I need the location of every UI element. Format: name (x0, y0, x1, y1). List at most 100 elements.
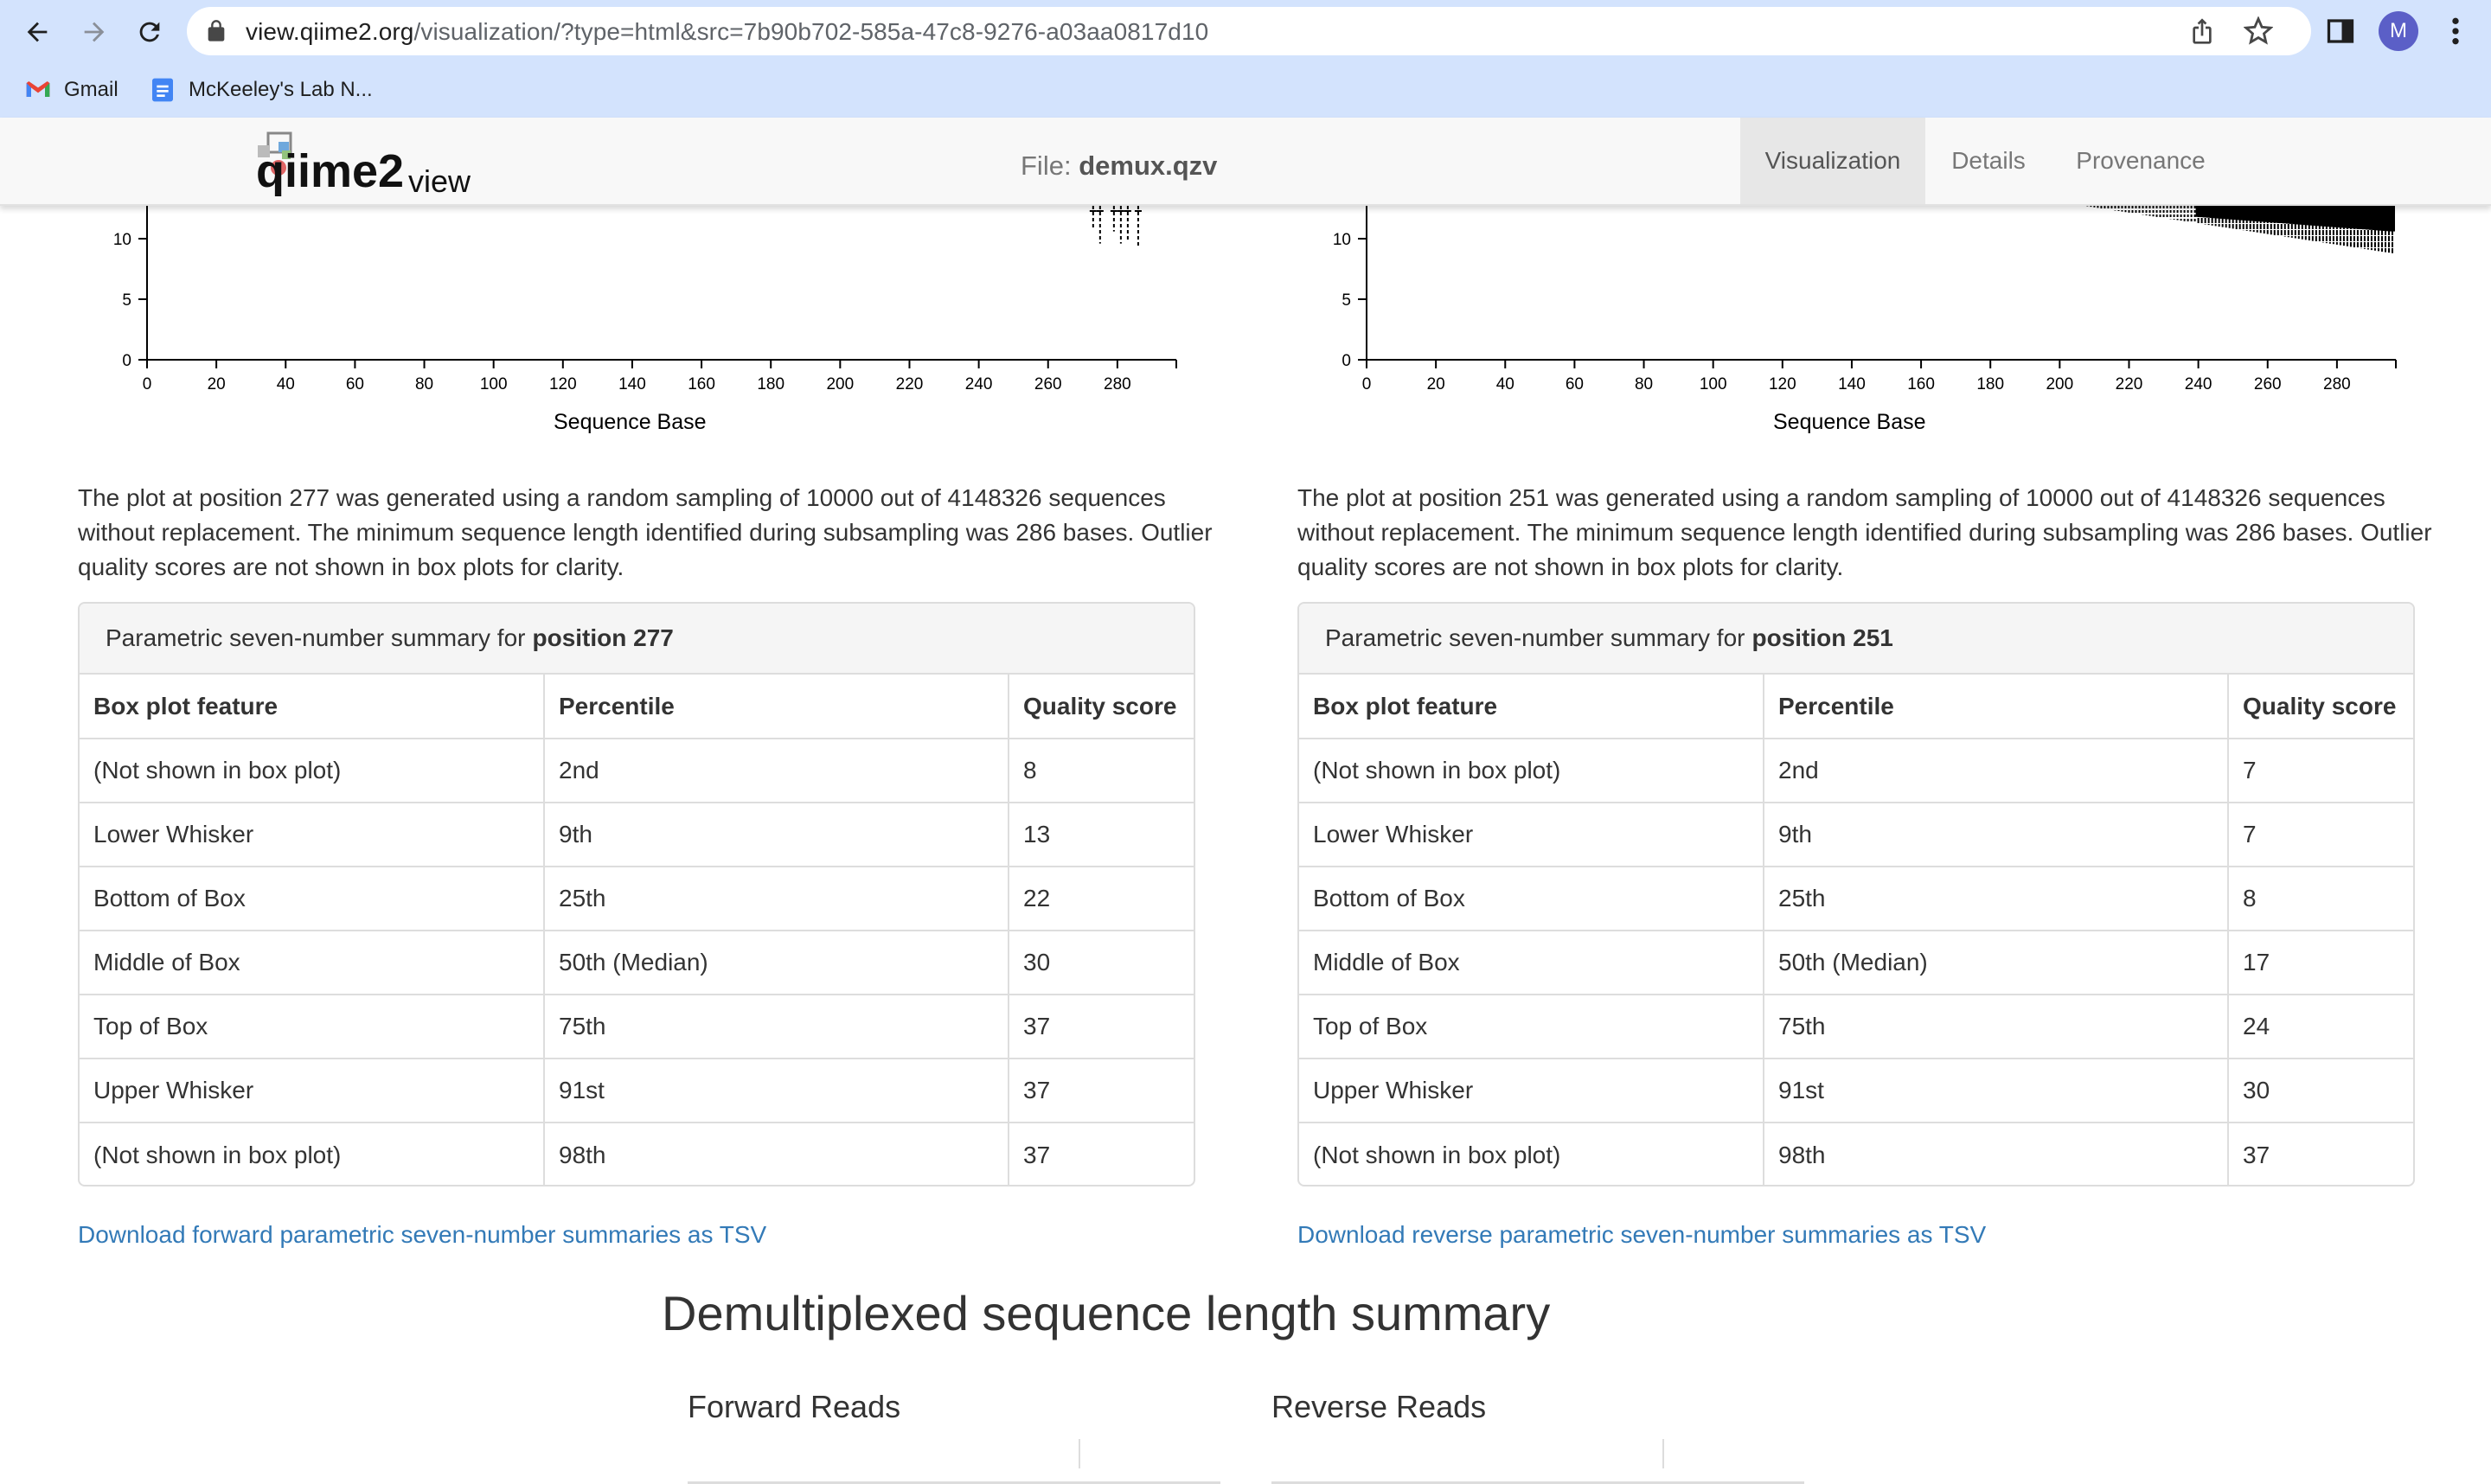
box-body (2209, 206, 2215, 218)
x-tick-label: 180 (757, 375, 784, 393)
tab-visualization-label: Visualization (1764, 147, 1901, 174)
x-tick-label: 280 (1104, 375, 1131, 393)
table-row: (Not shown in box plot) 2nd 8 (80, 738, 1194, 803)
x-tick-label: 0 (1362, 375, 1372, 393)
table-row: Middle of Box 50th (Median) 17 (1299, 930, 2413, 995)
length-summary-title: Demultiplexed sequence length summary (662, 1286, 1551, 1340)
x-tick-label: 140 (618, 375, 646, 393)
x-tick-label: 200 (2046, 375, 2073, 393)
box-body (2385, 206, 2392, 232)
box-body (2271, 206, 2277, 223)
box-body (2223, 206, 2229, 220)
url-text[interactable]: view.qiime2.org/visualization/?type=html… (246, 18, 1208, 46)
x-tick-label: 160 (688, 375, 715, 393)
x-tick-label: 200 (826, 375, 854, 393)
cell-percentile: 50th (Median) (543, 930, 1009, 995)
box-body (2282, 206, 2288, 224)
bookmark-lab-notes-label: McKeeley's Lab N... (189, 78, 373, 101)
side-panel-icon[interactable] (2325, 16, 2356, 47)
site-header: qiime2 view File: demux.qzv Visualizatio… (0, 118, 2491, 206)
header-percentile: Percentile (1763, 675, 2228, 739)
bookmark-lab-notes[interactable]: McKeeley's Lab N... (149, 73, 373, 107)
forward-reads-title: Forward Reads (688, 1389, 901, 1424)
x-tick-label: 160 (1907, 375, 1935, 393)
forward-plot-xlabel: Sequence Base (554, 410, 707, 434)
box-body (2212, 206, 2219, 219)
download-reverse-tsv-link[interactable]: Download reverse parametric seven-number… (1297, 1221, 1987, 1248)
forward-plot-svg: 0 20 40 60 80 100 120 140 160 180 200 220 240 260 280 0… (113, 206, 1177, 393)
x-tick-label: 40 (277, 375, 295, 393)
box-body (2306, 206, 2312, 226)
box-body (2240, 206, 2246, 221)
bookmark-gmail[interactable]: Gmail (24, 73, 118, 107)
lock-icon[interactable] (204, 19, 228, 43)
forward-reads-table (688, 1439, 1220, 1484)
cell-feature: Top of Box (80, 994, 544, 1059)
more-menu-icon[interactable] (2443, 14, 2469, 48)
tab-details[interactable]: Details (1925, 118, 2052, 204)
box-body (2261, 206, 2267, 222)
reverse-reads-title: Reverse Reads (1271, 1389, 1487, 1424)
download-forward-tsv-link[interactable]: Download forward parametric seven-number… (78, 1221, 767, 1248)
logo-main-text: qiime2 (256, 145, 404, 197)
box-body (2379, 206, 2385, 231)
box-body (2299, 206, 2305, 225)
cell-quality-score: 37 (1008, 1058, 1194, 1123)
back-button[interactable] (17, 12, 57, 52)
box-body (2337, 206, 2343, 228)
box-body (2368, 206, 2374, 230)
box-body (2268, 206, 2274, 223)
table-row: Lower Whisker 9th 13 (80, 802, 1194, 867)
x-tick-label: 80 (1635, 375, 1653, 393)
header-quality-score: Quality score (1008, 675, 1194, 739)
tab-visualization[interactable]: Visualization (1740, 118, 1925, 204)
url-path: /visualization/?type=html&src=7b90b702-5… (413, 18, 1209, 45)
forward-summary-position: position 277 (532, 624, 674, 651)
cell-feature: (Not shown in box plot) (1299, 1122, 1764, 1185)
gmail-icon (26, 81, 50, 97)
table-row: Bottom of Box 25th 22 (80, 866, 1194, 931)
cell-quality-score: 37 (1008, 994, 1194, 1059)
reverse-summary-position: position 251 (1751, 624, 1893, 651)
qiime2-view-logo[interactable]: qiime2 view (256, 131, 481, 201)
browser-toolbar: view.qiime2.org/visualization/?type=html… (0, 0, 2491, 118)
box-body (2226, 206, 2232, 220)
reverse-plot-svg: 0 20 40 60 80 100 120 140 160 180 200 220 240 260 280 0… (1333, 190, 2397, 393)
x-tick-label: 80 (415, 375, 433, 393)
cell-percentile: 2nd (543, 738, 1009, 803)
box-body (2341, 206, 2347, 228)
table-row: (Not shown in box plot) 98th 37 (80, 1122, 1194, 1185)
forward-summary-panel: Parametric seven-number summary for posi… (78, 602, 1195, 1187)
address-bar[interactable]: view.qiime2.org/visualization/?type=html… (187, 7, 2311, 55)
x-tick-label: 120 (549, 375, 577, 393)
forward-button[interactable] (74, 12, 114, 52)
box-body (2330, 206, 2336, 227)
header-feature: Box plot feature (93, 692, 279, 720)
box-body (2347, 206, 2353, 228)
cell-percentile: 25th (1763, 866, 2228, 931)
share-icon[interactable] (2188, 17, 2216, 45)
y-tick-label: 0 (122, 352, 131, 370)
cell-quality-score: 30 (2227, 1058, 2413, 1123)
profile-avatar[interactable]: M (2379, 11, 2418, 51)
x-tick-label: 20 (1427, 375, 1445, 393)
x-tick-label: 0 (143, 375, 152, 393)
cell-quality-score: 7 (2227, 802, 2413, 867)
cell-quality-score: 8 (1008, 738, 1194, 803)
box-body (2354, 206, 2360, 229)
box-body (2358, 206, 2364, 229)
box-body (2309, 206, 2315, 226)
cell-quality-score: 7 (2227, 738, 2413, 803)
box-body (2237, 206, 2243, 221)
bookmark-star-icon[interactable] (2244, 16, 2273, 46)
tab-provenance[interactable]: Provenance (2052, 118, 2230, 204)
cell-feature: Middle of Box (80, 930, 544, 995)
y-tick-label: 10 (113, 231, 131, 249)
box-body (2195, 206, 2201, 217)
cell-quality-score: 13 (1008, 802, 1194, 867)
box-body (2389, 206, 2395, 232)
box-body (2244, 206, 2250, 221)
forward-quality-plot: 0 20 40 60 80 100 120 140 160 180 200 220 240 260 280 0… (86, 206, 1315, 448)
reload-button[interactable] (130, 12, 170, 52)
cell-feature: (Not shown in box plot) (80, 738, 544, 803)
